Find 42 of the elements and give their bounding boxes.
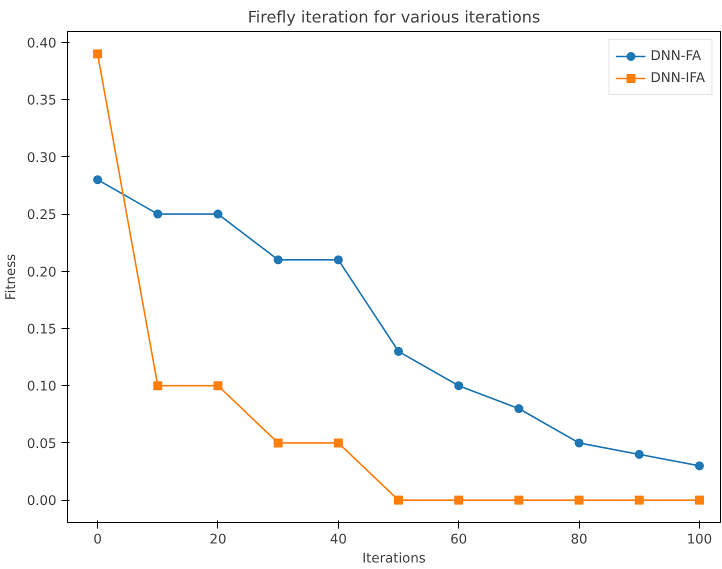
y-tick-label: 0.05 [26, 436, 57, 452]
legend-label: DNN-IFA [650, 70, 705, 86]
point [334, 438, 343, 448]
y-tick-label: 0.00 [26, 494, 57, 510]
y-axis-title: Fitness [4, 254, 19, 300]
x-axis-title: Iterations [362, 552, 426, 566]
point [274, 255, 283, 264]
point [574, 438, 584, 448]
y-tick-label: 0.20 [26, 265, 57, 280]
point [574, 496, 584, 505]
point [93, 49, 102, 58]
point [634, 450, 644, 459]
point [213, 381, 222, 390]
point [514, 404, 524, 414]
x-tick-label: 60 [450, 532, 468, 548]
point [634, 496, 644, 505]
point [394, 496, 404, 505]
point [694, 461, 704, 470]
point [514, 496, 524, 505]
x-tick-label: 80 [570, 532, 588, 548]
point [454, 381, 464, 390]
y-tick-label: 0.10 [26, 380, 57, 395]
point [153, 210, 162, 219]
point [274, 438, 283, 448]
y-tick-label: 0.15 [26, 322, 57, 338]
y-tick-label: 0.40 [26, 36, 57, 52]
x-tick-label: 0 [93, 532, 102, 548]
point [694, 496, 704, 505]
y-tick-label: 0.25 [26, 208, 57, 224]
y-tick-label: 0.30 [26, 150, 57, 166]
point [334, 255, 343, 264]
chart-title: Firefly iteration for various iterations [248, 8, 540, 26]
point [153, 381, 162, 390]
point [454, 496, 464, 505]
x-tick-label: 20 [209, 532, 226, 548]
point [93, 175, 102, 184]
legend-label: DNN-FA [650, 48, 702, 64]
x-tick-label: 100 [686, 532, 712, 548]
x-tick-label: 40 [330, 532, 347, 548]
y-tick-label: 0.35 [26, 94, 57, 109]
point [394, 346, 404, 356]
point [213, 210, 222, 219]
